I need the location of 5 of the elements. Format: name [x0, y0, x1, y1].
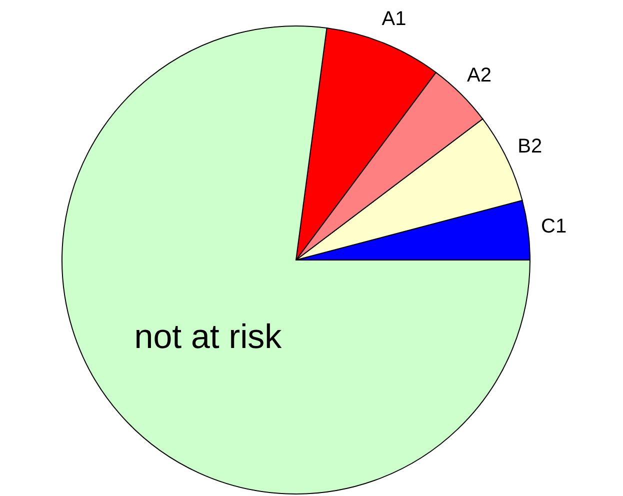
slice-label: C1: [541, 216, 567, 238]
slice-label: A2: [467, 64, 492, 87]
slice-label: A1: [382, 8, 406, 30]
slice-label: not at risk: [134, 318, 283, 356]
slice-label: B2: [518, 135, 542, 158]
